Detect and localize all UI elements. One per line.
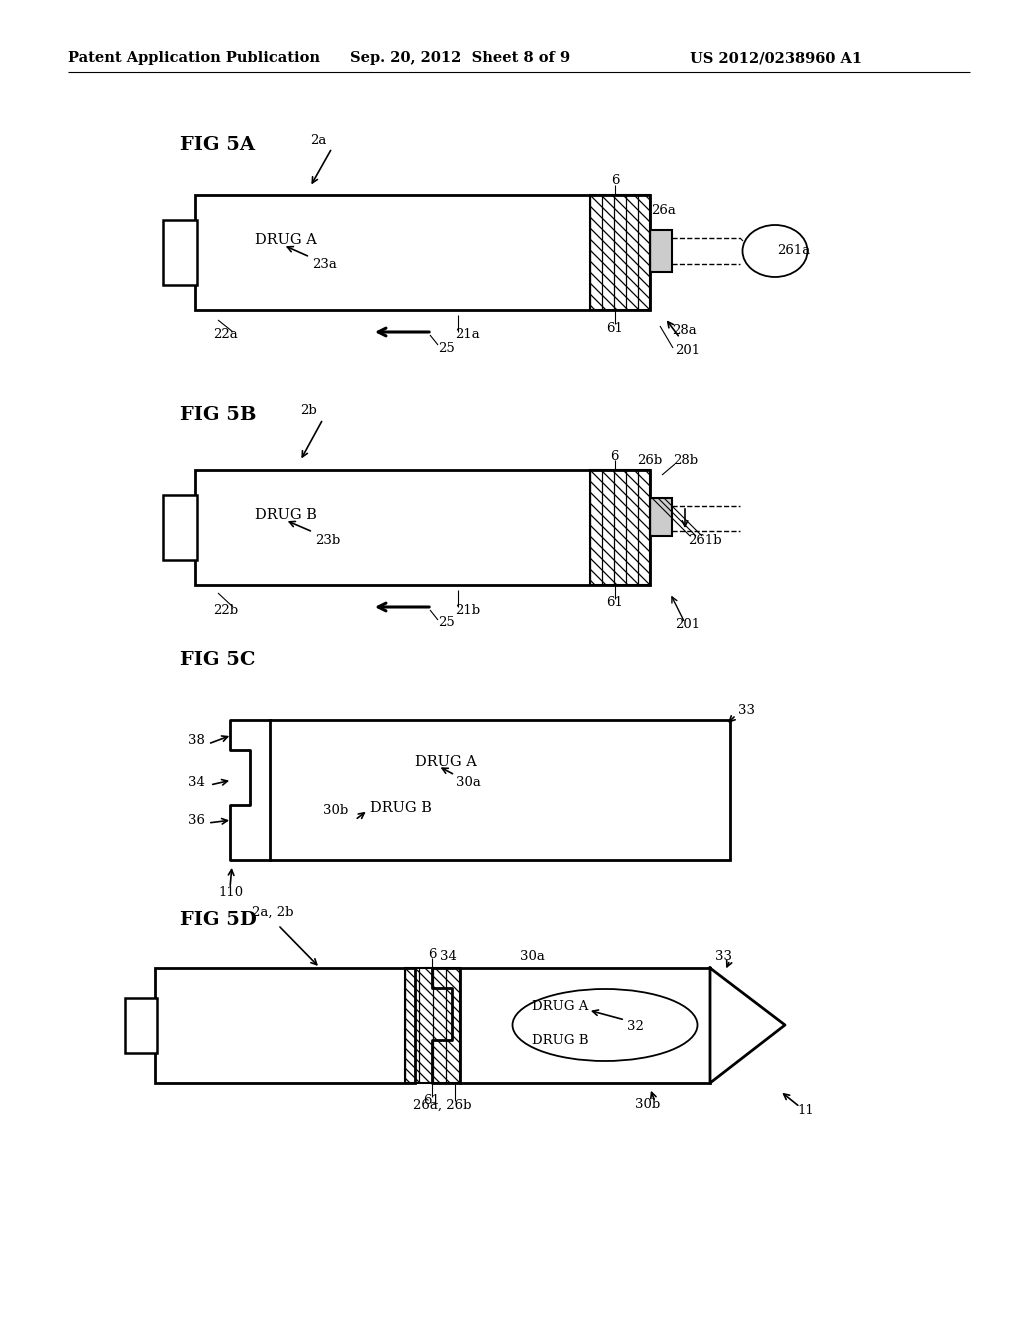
Bar: [125, 998, 157, 1053]
Text: Sep. 20, 2012  Sheet 8 of 9: Sep. 20, 2012 Sheet 8 of 9: [350, 51, 570, 65]
Text: 110: 110: [218, 886, 243, 899]
Bar: [163, 495, 197, 560]
Text: 30a: 30a: [456, 776, 481, 789]
Text: 23a: 23a: [312, 259, 337, 272]
Text: 32: 32: [627, 1020, 644, 1034]
Text: 34: 34: [188, 776, 205, 788]
Text: 2a: 2a: [310, 133, 327, 147]
Text: 201: 201: [675, 619, 700, 631]
Bar: [650, 498, 672, 536]
Text: 36: 36: [188, 813, 205, 826]
Text: 28a: 28a: [672, 323, 696, 337]
Text: 22b: 22b: [213, 603, 239, 616]
Bar: [195, 195, 650, 310]
Text: 28b: 28b: [673, 454, 698, 466]
Text: 26b: 26b: [637, 454, 663, 466]
Text: 6: 6: [610, 450, 618, 462]
Text: 23b: 23b: [315, 533, 340, 546]
Text: FIG 5A: FIG 5A: [180, 136, 255, 154]
Bar: [590, 195, 650, 310]
Text: 61: 61: [424, 1094, 440, 1107]
Text: 61: 61: [606, 322, 624, 334]
Bar: [163, 220, 197, 285]
Bar: [460, 968, 710, 1082]
Text: 30b: 30b: [635, 1098, 660, 1111]
Text: 22a: 22a: [213, 329, 238, 342]
Text: DRUG B: DRUG B: [370, 801, 432, 814]
Text: 38: 38: [188, 734, 205, 747]
Text: US 2012/0238960 A1: US 2012/0238960 A1: [690, 51, 862, 65]
Text: DRUG B: DRUG B: [255, 508, 316, 521]
Text: 6: 6: [428, 948, 436, 961]
Text: FIG 5D: FIG 5D: [180, 911, 257, 929]
Text: 30a: 30a: [520, 949, 545, 962]
Text: 26a, 26b: 26a, 26b: [413, 1098, 471, 1111]
Text: 2b: 2b: [300, 404, 316, 417]
Text: 201: 201: [675, 343, 700, 356]
Text: 30b: 30b: [323, 804, 348, 817]
Text: 2a, 2b: 2a, 2b: [252, 906, 294, 919]
Bar: [650, 230, 672, 272]
Bar: [406, 968, 460, 1082]
Text: 261b: 261b: [688, 535, 722, 548]
Text: 61: 61: [606, 597, 624, 610]
Text: 33: 33: [738, 704, 755, 717]
Text: FIG 5B: FIG 5B: [180, 407, 256, 424]
Text: 261a: 261a: [777, 244, 810, 257]
Bar: [195, 470, 650, 585]
Text: 6: 6: [610, 174, 620, 187]
Text: FIG 5C: FIG 5C: [180, 651, 256, 669]
Text: 25: 25: [438, 616, 455, 630]
Bar: [590, 470, 650, 585]
Text: 33: 33: [715, 949, 732, 962]
Bar: [155, 968, 415, 1082]
Polygon shape: [710, 968, 785, 1082]
Text: DRUG A: DRUG A: [532, 1001, 589, 1014]
Bar: [270, 719, 730, 861]
Text: 21b: 21b: [455, 603, 480, 616]
Text: 11: 11: [797, 1105, 814, 1118]
Text: 26a: 26a: [651, 203, 676, 216]
Text: DRUG B: DRUG B: [532, 1035, 589, 1048]
Text: Patent Application Publication: Patent Application Publication: [68, 51, 319, 65]
Text: 21a: 21a: [455, 329, 480, 342]
Text: 25: 25: [438, 342, 455, 355]
Text: DRUG A: DRUG A: [255, 234, 316, 247]
Text: 34: 34: [440, 949, 457, 962]
Text: DRUG A: DRUG A: [415, 755, 477, 770]
